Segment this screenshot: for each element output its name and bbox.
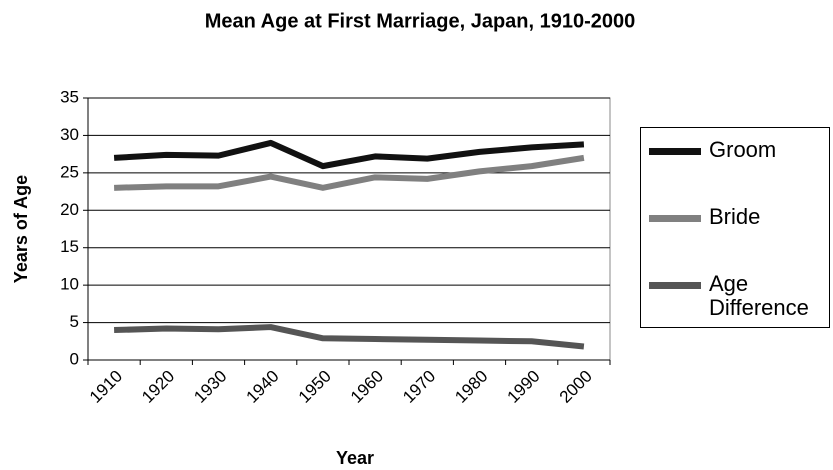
legend-swatch xyxy=(649,148,701,155)
x-tick-label: 1940 xyxy=(243,367,283,407)
x-tick-label: 1990 xyxy=(504,367,544,407)
line-series xyxy=(113,139,585,170)
legend-swatch xyxy=(649,215,701,222)
y-tick-label: 15 xyxy=(60,237,79,256)
line-series xyxy=(114,324,585,350)
legend-label: Bride xyxy=(709,204,761,229)
x-tick-label: 1910 xyxy=(86,367,126,407)
plot-area xyxy=(87,97,611,361)
y-tick-label: 10 xyxy=(60,275,79,294)
x-tick-label: 1950 xyxy=(295,367,335,407)
legend-swatch xyxy=(649,282,701,289)
chart-title: Mean Age at First Marriage, Japan, 1910-… xyxy=(205,10,636,32)
y-tick-label: 0 xyxy=(70,349,79,368)
x-tick-label: 1980 xyxy=(451,367,491,407)
x-tick-label: 1930 xyxy=(190,367,230,407)
legend-entry: Age Difference xyxy=(641,272,829,320)
x-axis-label: Year xyxy=(336,448,374,468)
y-tick-label: 30 xyxy=(60,125,79,144)
x-tick-label: 1970 xyxy=(399,367,439,407)
y-tick-label: 20 xyxy=(60,200,79,219)
legend-entry: Groom xyxy=(641,138,829,162)
legend-label: Groom xyxy=(709,137,777,162)
y-tick-label: 25 xyxy=(60,162,79,181)
x-tick-label: 2000 xyxy=(556,367,596,407)
y-axis-label: Years of Age xyxy=(11,175,31,283)
legend-entry: Bride xyxy=(641,205,829,229)
y-tick-label: 5 xyxy=(70,312,79,331)
line-series xyxy=(114,154,585,191)
legend: Groom Bride Age Difference xyxy=(640,127,830,328)
x-tick-label: 1960 xyxy=(347,367,387,407)
legend-label: Age Difference xyxy=(709,271,809,320)
y-tick-label: 35 xyxy=(60,87,79,106)
x-tick-label: 1920 xyxy=(138,367,178,407)
